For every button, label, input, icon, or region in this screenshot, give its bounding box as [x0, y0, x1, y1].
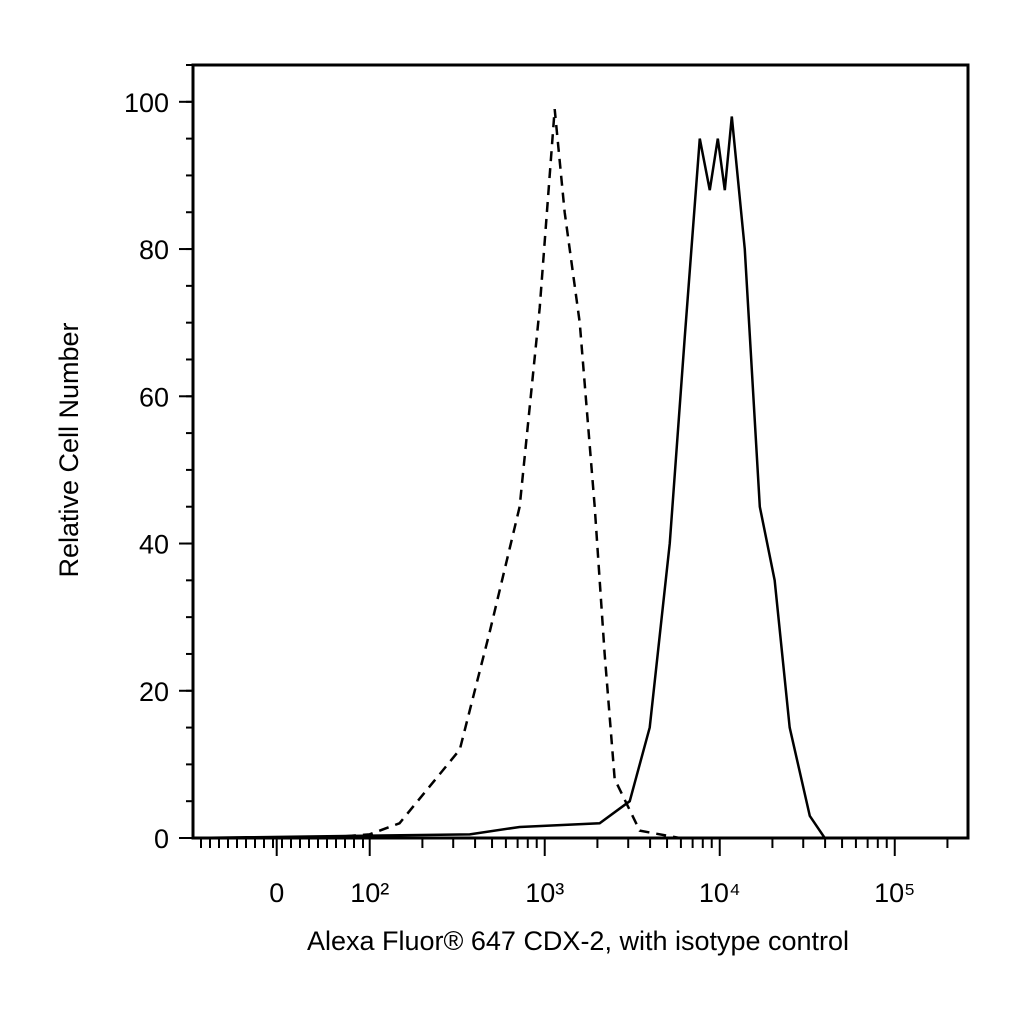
histogram-line [192, 116, 968, 840]
y-axis-label: Relative Cell Number [54, 322, 84, 577]
y-tick-label: 80 [139, 235, 169, 265]
y-tick-label: 60 [139, 382, 169, 412]
y-tick-label: 0 [154, 824, 169, 854]
histogram-line [193, 109, 968, 840]
x-axis-label: Alexa Fluor® 647 CDX-2, with isotype con… [307, 926, 849, 956]
y-tick-label: 100 [124, 88, 169, 118]
y-tick-label: 40 [139, 530, 169, 560]
x-tick-label: 10² [350, 878, 389, 908]
x-tick-label: 10⁵ [874, 878, 915, 908]
y-tick-label: 20 [139, 677, 169, 707]
x-tick-label: 10³ [525, 878, 564, 908]
plot-frame [191, 63, 970, 840]
x-tick-label: 10⁴ [699, 878, 741, 908]
x-tick-label: 0 [269, 878, 284, 908]
